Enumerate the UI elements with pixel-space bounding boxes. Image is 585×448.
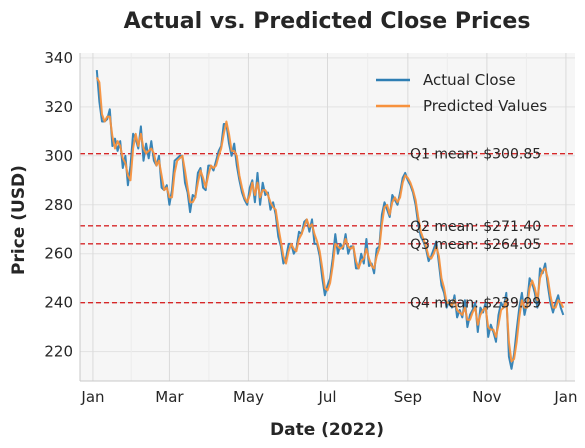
y-axis-ticks: 220 240 260 280 300 320 340: [44, 49, 73, 361]
x-tick-label: Jan: [553, 388, 577, 406]
mean-annotation: Q2 mean: $271.40: [410, 219, 541, 235]
x-tick-label: Jul: [317, 388, 336, 406]
series-lines: [95, 70, 565, 370]
mean-annotation: Q3 mean: $264.05: [410, 237, 541, 253]
x-tick-label: Mar: [155, 388, 184, 406]
x-tick-label: Jan: [80, 388, 104, 406]
x-axis-ticks: Jan Mar May Jul Sep Nov Jan: [80, 388, 577, 406]
x-tick-label: Sep: [394, 388, 422, 406]
legend-label: Predicted Values: [423, 97, 547, 115]
y-tick-label: 320: [44, 98, 73, 116]
chart-title: Actual vs. Predicted Close Prices: [124, 9, 531, 34]
y-tick-label: 300: [44, 147, 73, 165]
y-tick-label: 260: [44, 245, 73, 263]
x-tick-label: Nov: [472, 388, 501, 406]
grid: [80, 53, 575, 381]
legend: Actual Close Predicted Values: [376, 71, 547, 115]
x-tick-label: May: [233, 388, 264, 406]
series-predicted-values-line: [95, 77, 565, 363]
y-tick-label: 280: [44, 196, 73, 214]
mean-annotation: Q4 mean: $239.99: [410, 296, 541, 312]
x-axis-label: Date (2022): [270, 420, 384, 440]
legend-label: Actual Close: [423, 71, 516, 89]
quarter-mean-lines: [80, 153, 575, 304]
y-tick-label: 340: [44, 49, 73, 67]
y-axis-label: Price (USD): [9, 165, 29, 275]
y-tick-label: 240: [44, 294, 73, 312]
quarter-mean-annotations: Q1 mean: $300.85 Q2 mean: $271.40 Q3 mean:…: [410, 147, 541, 312]
mean-annotation: Q1 mean: $300.85: [410, 147, 541, 163]
y-tick-label: 220: [44, 343, 73, 361]
